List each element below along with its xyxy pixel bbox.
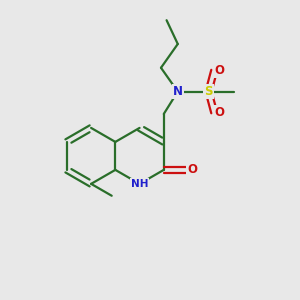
Text: N: N [173, 85, 183, 98]
Text: O: O [214, 64, 224, 77]
Text: NH: NH [131, 179, 148, 189]
Text: O: O [214, 106, 224, 119]
Text: S: S [204, 85, 213, 98]
Text: O: O [187, 164, 197, 176]
